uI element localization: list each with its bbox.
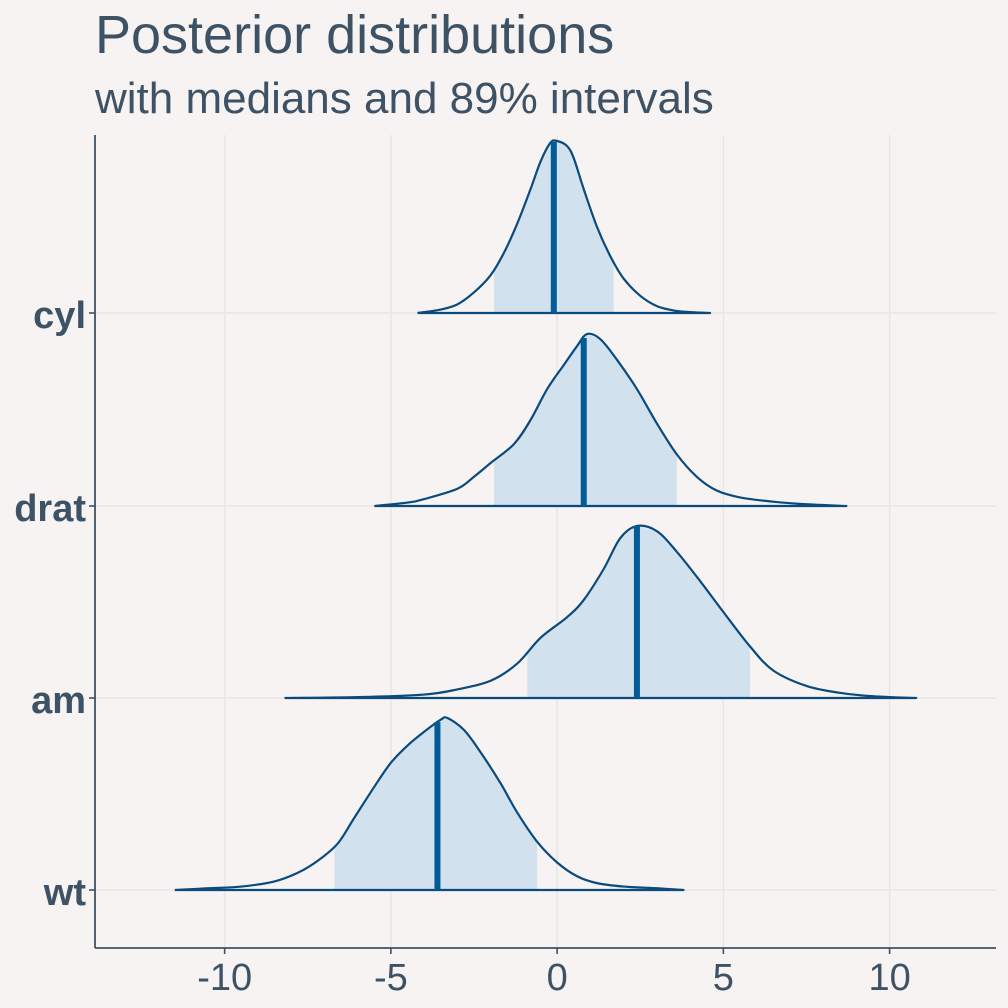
x-tick-label: 0	[547, 957, 568, 999]
x-tick-label: 5	[713, 957, 734, 999]
x-tick-label: -5	[374, 957, 408, 999]
ridge-am: am	[31, 524, 918, 722]
density-outline-drat	[374, 332, 848, 508]
ridge-cyl: cyl	[33, 139, 712, 337]
density-outline-wt	[174, 716, 685, 892]
y-tick-label-cyl: cyl	[33, 295, 86, 337]
x-tick-label: -10	[197, 957, 252, 999]
chart-title: Posterior distributions	[95, 5, 615, 65]
y-tick-label-am: am	[31, 680, 86, 722]
density-outline-am	[284, 524, 918, 700]
ridge-wt: wt	[43, 716, 685, 914]
density-outline-cyl	[417, 139, 712, 315]
x-tick-label: 10	[868, 957, 910, 999]
y-tick-label-wt: wt	[43, 872, 87, 914]
ridge-drat: drat	[14, 332, 848, 530]
y-tick-label-drat: drat	[14, 488, 86, 530]
chart-subtitle: with medians and 89% intervals	[95, 74, 714, 123]
